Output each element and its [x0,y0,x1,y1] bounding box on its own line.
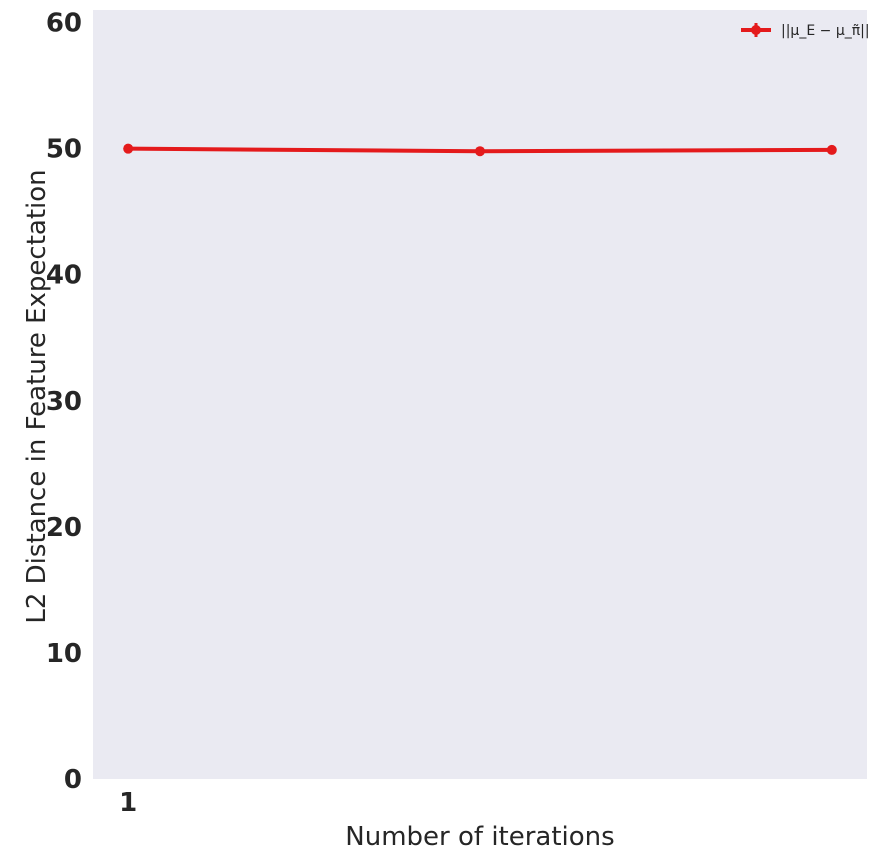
y-tick-label: 50 [46,135,82,165]
x-tick-label: 1 [119,788,137,818]
legend-marker [751,25,761,35]
x-axis-label: Number of iterations [345,822,614,852]
series-layer [123,143,837,157]
y-tick-label: 40 [46,261,82,291]
data-point [123,143,134,154]
data-point [826,144,837,155]
y-tick-label: 20 [46,513,82,543]
data-point [475,146,485,157]
x-axis-ticks: 1 [119,788,137,818]
y-tick-label: 30 [46,387,82,417]
y-tick-label: 0 [64,765,82,795]
y-tick-label: 60 [46,9,82,39]
y-axis-ticks: 0 10 20 30 40 50 60 [46,9,82,795]
y-axis-label: L2 Distance in Feature Expectation [22,169,52,623]
legend-label: ||μ_E − μ_π̃|| [781,23,870,39]
y-tick-label: 10 [46,639,82,669]
legend: ||μ_E − μ_π̃|| [741,23,870,39]
plot-area [93,10,867,779]
